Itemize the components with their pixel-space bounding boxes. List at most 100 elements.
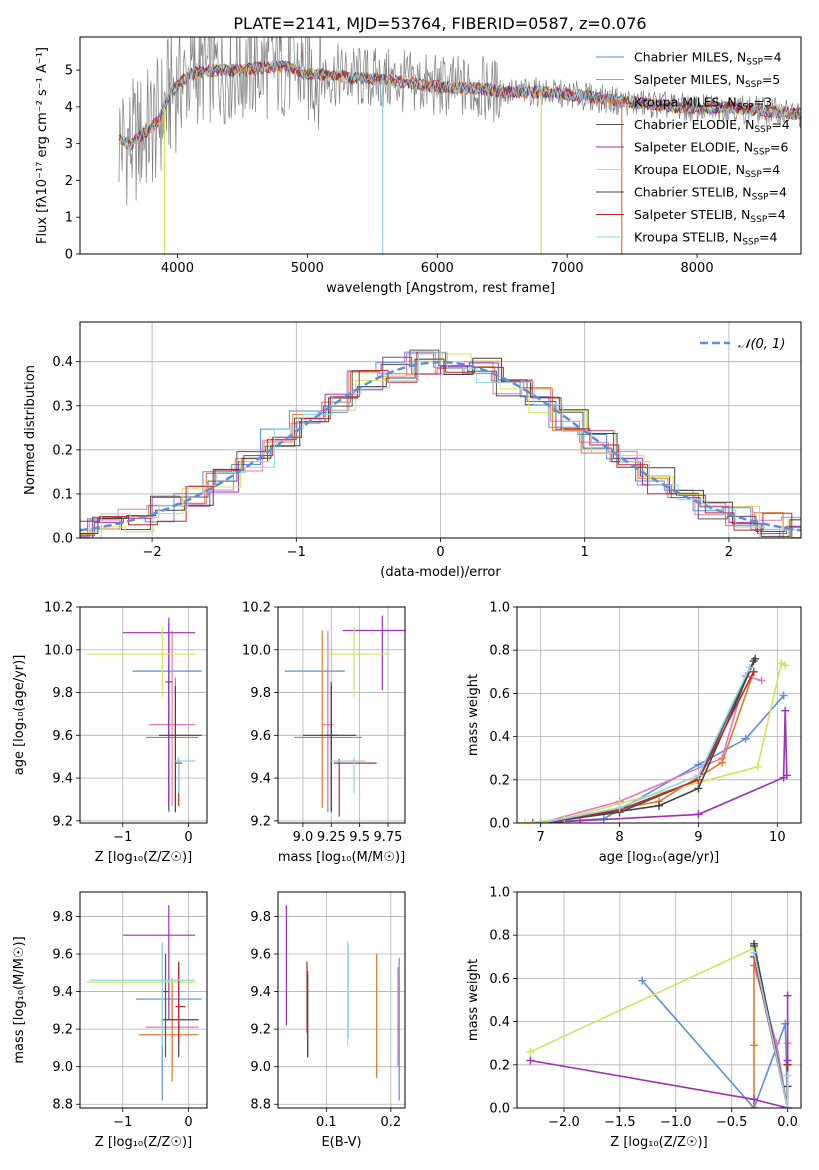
legend-entry: Salpeter STELIB, NSSP=4	[634, 207, 786, 225]
series-point-marker	[638, 976, 647, 985]
figure-title: PLATE=2141, MJD=53764, FIBERID=0587, z=0…	[233, 14, 646, 33]
x-axis-label: Z [log₁₀(Z/Z☉)]	[95, 850, 192, 865]
x-axis-label: Z [log₁₀(Z/Z☉)]	[610, 1135, 707, 1150]
y-tick-label: 9.0	[52, 1060, 73, 1075]
x-tick-label: 9	[694, 830, 702, 845]
series-point-marker	[694, 810, 703, 819]
series-point-marker	[520, 819, 529, 823]
legend-subscript: SSP	[753, 148, 770, 158]
legend-count: =5	[762, 72, 780, 87]
axes-frame	[516, 891, 802, 1109]
series-point-marker	[783, 991, 792, 1000]
x-tick-label: −1	[287, 545, 306, 560]
series-point-marker	[750, 1104, 759, 1108]
histogram-step-line	[80, 353, 801, 538]
model-spectrum-line	[118, 59, 801, 149]
series-point-marker	[718, 758, 727, 767]
y-tick-label: 0.0	[52, 532, 73, 547]
legend-count: =4	[759, 230, 777, 245]
x-tick-label: −2.0	[548, 1115, 580, 1130]
y-tick-label: 9.8	[250, 686, 271, 701]
series-point-marker	[528, 819, 537, 823]
x-tick-label: 10	[769, 830, 786, 845]
mass_vs_z-plot	[86, 905, 202, 1101]
x-axis-label: age [log₁₀(age/yr)]	[599, 850, 720, 865]
y-tick-label: 9.4	[52, 772, 73, 787]
y-tick-label: 0	[65, 248, 73, 263]
x-tick-label: 9.75	[374, 830, 403, 845]
x-tick-label: 1	[581, 545, 589, 560]
legend-subscript: SSP	[746, 58, 763, 68]
x-tick-label: 0	[184, 1115, 192, 1130]
legend-count: =4	[771, 117, 789, 132]
x-tick-label: 5000	[291, 261, 324, 276]
mass_weight_vs_age-plot	[520, 654, 791, 823]
series-point-marker	[536, 819, 545, 823]
histogram-step-line	[80, 352, 801, 538]
series-point-marker	[757, 676, 766, 685]
series-line	[532, 695, 785, 823]
axes-frame	[79, 891, 208, 1109]
legend-entry: Kroupa STELIB, NSSP=4	[634, 230, 778, 248]
legend-count: =4	[762, 162, 780, 177]
series-point-marker	[782, 771, 791, 780]
legend-subscript: SSP	[737, 103, 754, 113]
y-axis-label: mass weight	[466, 959, 481, 1041]
x-tick-label: 2	[725, 545, 733, 560]
y-tick-label: 0.8	[489, 644, 510, 659]
series-line	[530, 947, 789, 1108]
y-tick-label: 9.8	[52, 686, 73, 701]
series-line	[530, 995, 789, 1108]
legend-count: =4	[767, 207, 785, 222]
x-tick-label: 0	[436, 545, 444, 560]
x-tick-label: 7	[537, 830, 545, 845]
x-axis-label: (data-model)/error	[380, 565, 501, 580]
y-tick-label: 1	[65, 211, 73, 226]
x-axis-label: wavelength [Angstrom, rest frame]	[326, 281, 555, 296]
x-axis-label: Z [log₁₀(Z/Z☉)]	[95, 1135, 192, 1150]
series-point-marker	[526, 1047, 535, 1056]
y-tick-label: 9.6	[250, 947, 271, 962]
x-tick-label: 9.5	[349, 830, 370, 845]
series-point-marker	[526, 1056, 535, 1065]
axes-frame	[277, 606, 406, 824]
series-line	[540, 671, 755, 823]
x-tick-label: 8	[615, 830, 623, 845]
legend-entry: Chabrier MILES, NSSP=4	[634, 50, 782, 68]
y-tick-label: 9.2	[52, 814, 73, 829]
x-tick-label: 7000	[551, 261, 584, 276]
x-tick-label: −0.5	[716, 1115, 748, 1130]
x-tick-label: 4000	[161, 261, 194, 276]
y-tick-label: 9.2	[250, 814, 271, 829]
y-tick-label: 0.0	[489, 1102, 510, 1117]
series-point-marker	[750, 1041, 759, 1050]
y-tick-label: 4	[65, 100, 73, 115]
x-tick-label: 9.0	[293, 830, 314, 845]
legend-subscript: SSP	[750, 215, 767, 225]
series-point-marker	[694, 784, 703, 793]
y-axis-label: age [log₁₀(age/yr)]	[12, 655, 27, 776]
axes-frame	[277, 891, 406, 1109]
y-tick-label: 9.6	[52, 729, 73, 744]
y-tick-label: 0.1	[52, 487, 73, 502]
x-tick-label: 0	[184, 830, 192, 845]
x-tick-label: 9.25	[317, 830, 346, 845]
y-axis-label: Normed distribution	[23, 365, 38, 495]
y-tick-label: 0.2	[52, 443, 73, 458]
x-tick-label: 6000	[421, 261, 454, 276]
y-tick-label: 0.4	[489, 1015, 510, 1030]
x-tick-label: −1.5	[604, 1115, 636, 1130]
series-point-marker	[750, 939, 759, 948]
x-tick-label: −2	[143, 545, 162, 560]
reference-legend-label: 𝒩(0, 1)	[738, 337, 785, 352]
x-axis-label: E(B-V)	[321, 1135, 361, 1150]
x-tick-label: −1	[113, 830, 132, 845]
y-tick-label: 9.4	[250, 985, 271, 1000]
series-point-marker	[781, 706, 790, 715]
series-point-marker	[750, 1095, 759, 1104]
series-point-marker	[749, 667, 758, 676]
y-tick-label: 8.8	[52, 1098, 73, 1113]
series-line	[753, 952, 789, 1108]
y-tick-label: 0.2	[489, 1058, 510, 1073]
